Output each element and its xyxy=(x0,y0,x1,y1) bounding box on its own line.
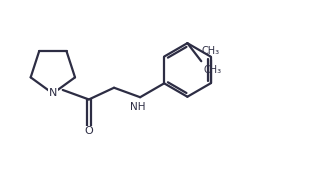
Text: N: N xyxy=(49,88,57,98)
Text: CH₃: CH₃ xyxy=(203,65,221,75)
Text: O: O xyxy=(85,126,93,136)
Text: CH₃: CH₃ xyxy=(202,46,220,56)
Text: NH: NH xyxy=(131,102,146,112)
